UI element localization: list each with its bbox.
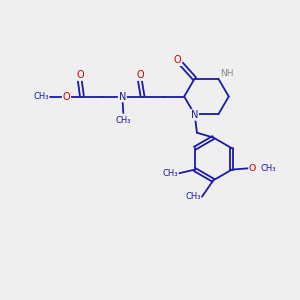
Text: N: N	[191, 110, 198, 120]
Text: O: O	[63, 92, 70, 101]
Text: O: O	[174, 55, 182, 65]
Text: N: N	[119, 92, 126, 101]
Text: CH₃: CH₃	[33, 92, 49, 101]
Text: CH₃: CH₃	[261, 164, 276, 172]
Text: O: O	[249, 164, 256, 172]
Text: CH₃: CH₃	[185, 192, 200, 201]
Text: CH₃: CH₃	[116, 116, 131, 125]
Text: NH: NH	[220, 69, 233, 78]
Text: O: O	[136, 70, 144, 80]
Text: O: O	[76, 70, 84, 80]
Text: CH₃: CH₃	[162, 169, 178, 178]
